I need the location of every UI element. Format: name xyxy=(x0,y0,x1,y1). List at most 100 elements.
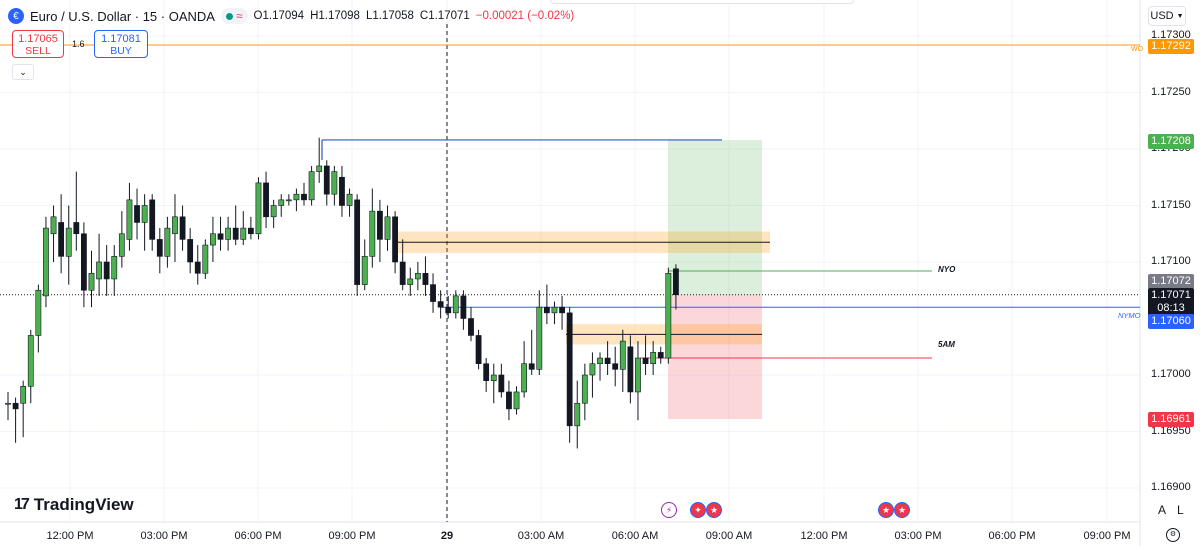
bull-candle xyxy=(536,306,543,370)
bear-candle xyxy=(392,216,398,263)
bull-candle xyxy=(126,199,133,240)
bear-candle xyxy=(627,346,634,393)
ohlc-open: O1.17094 xyxy=(253,10,305,22)
bull-candle xyxy=(384,216,391,240)
bear-candle xyxy=(430,284,436,302)
currency-flag-icon: € xyxy=(8,8,24,24)
bull-candle xyxy=(414,272,421,280)
ohlc-close: C1.17071 xyxy=(419,10,470,22)
bull-candle xyxy=(331,171,338,195)
time-axis-label: 12:00 PM xyxy=(800,530,848,542)
bear-candle xyxy=(483,363,490,381)
buy-price: 1.17081 xyxy=(101,33,141,45)
auto-scale-button[interactable]: A xyxy=(1158,503,1167,517)
ohlc-change: −0.00021 (−0.02%) xyxy=(475,10,575,22)
last-price-tag: 1.17071 08:13 xyxy=(1148,288,1194,316)
bear-candle xyxy=(339,176,345,206)
ohlc-low: L1.17058 xyxy=(365,10,414,22)
price-axis-label: 1.17000 xyxy=(1151,368,1191,380)
bear-candle xyxy=(58,222,65,257)
bear-candle xyxy=(156,239,163,257)
nymo-price-tag: 1.17060 xyxy=(1148,314,1194,329)
bull-candle xyxy=(452,295,459,314)
bull-candle xyxy=(293,193,300,201)
stop-price-tag: 1.16961 xyxy=(1148,412,1194,427)
last-price: 1.17071 xyxy=(1151,289,1191,301)
bear-candle xyxy=(179,216,186,240)
bear-candle xyxy=(604,357,611,364)
bear-candle xyxy=(377,210,383,240)
bull-candle xyxy=(225,227,232,240)
bull-candle xyxy=(278,199,285,206)
bull-candle xyxy=(581,374,588,404)
bull-candle xyxy=(619,340,626,370)
time-axis-label: 03:00 AM xyxy=(517,530,565,542)
price-axis-label: 1.17250 xyxy=(1151,85,1191,98)
us-event-flag-icon[interactable]: ★ xyxy=(878,502,894,518)
us-event-flag-icon[interactable]: ★ xyxy=(706,502,722,518)
bull-candle xyxy=(118,233,125,257)
us-event-flag-icon[interactable]: ★ xyxy=(894,502,910,518)
price-axis-label: 1.17300 xyxy=(1151,29,1191,41)
bull-candle xyxy=(270,205,277,218)
log-scale-button[interactable]: L xyxy=(1177,503,1184,517)
bull-candle xyxy=(316,165,323,172)
bear-candle xyxy=(323,165,330,195)
bull-candle xyxy=(308,171,315,201)
nyo-line-label: NYO xyxy=(938,265,956,274)
bull-candle xyxy=(164,227,171,257)
bear-candle xyxy=(149,199,156,240)
time-axis-label: 06:00 AM xyxy=(611,530,659,542)
bear-candle xyxy=(673,268,679,296)
symbol-title[interactable]: Euro / U.S. Dollar · 15 · OANDA xyxy=(30,8,215,24)
tradingview-logo: 17 TradingView xyxy=(14,495,134,515)
spread-value: 1.6 xyxy=(72,39,85,49)
bull-candle xyxy=(172,216,178,235)
bull-candle xyxy=(490,374,497,381)
bull-candle xyxy=(35,289,42,336)
gear-icon[interactable]: ⚙ xyxy=(1166,528,1180,542)
price-axis-label: 1.16900 xyxy=(1151,481,1191,493)
bull-candle xyxy=(665,272,672,359)
bull-candle xyxy=(407,278,414,285)
top-toolbar-handle[interactable] xyxy=(550,0,854,4)
bull-candle xyxy=(5,402,11,405)
time-axis-label: 06:00 PM xyxy=(988,530,1036,542)
bull-candle xyxy=(635,357,641,393)
bar-countdown: 08:13 xyxy=(1157,302,1185,314)
bull-candle xyxy=(255,182,262,235)
bear-candle xyxy=(73,222,80,235)
bear-candle xyxy=(566,312,573,427)
bull-candle xyxy=(202,244,209,274)
lightning-event-icon[interactable]: ⚡ xyxy=(661,502,677,518)
bull-candle xyxy=(65,227,72,257)
bear-candle xyxy=(134,205,140,223)
bear-candle xyxy=(543,306,550,314)
eu-event-flag-icon[interactable]: ✦ xyxy=(690,502,706,518)
currency-label: USD xyxy=(1150,10,1174,22)
bear-candle xyxy=(217,233,224,240)
collapse-chevron-icon[interactable]: ⌄ xyxy=(12,64,34,80)
time-axis-label: 12:00 PM xyxy=(46,530,94,542)
time-axis-label: 09:00 PM xyxy=(1083,530,1131,542)
symbol-legend: € Euro / U.S. Dollar · 15 · OANDA ≈ O1.1… xyxy=(8,8,574,24)
logo-text: TradingView xyxy=(33,495,134,514)
bear-candle xyxy=(445,306,452,314)
currency-selector[interactable]: USD ▼ xyxy=(1148,6,1186,26)
bear-candle xyxy=(460,295,467,319)
wave-icon: ≈ xyxy=(235,9,243,23)
bull-candle xyxy=(88,272,95,291)
buy-button[interactable]: 1.17081 BUY xyxy=(94,30,148,58)
bull-candle xyxy=(521,363,528,393)
bear-candle xyxy=(657,352,664,359)
bull-candle xyxy=(210,233,216,246)
stop-zone xyxy=(668,294,762,420)
market-status[interactable]: ≈ xyxy=(220,8,248,24)
sell-button[interactable]: 1.17065 SELL xyxy=(12,30,64,58)
time-axis-label: 03:00 PM xyxy=(894,530,942,542)
bear-candle xyxy=(247,227,254,235)
bull-candle xyxy=(240,227,247,240)
price-axis-label: 1.17150 xyxy=(1151,198,1191,211)
